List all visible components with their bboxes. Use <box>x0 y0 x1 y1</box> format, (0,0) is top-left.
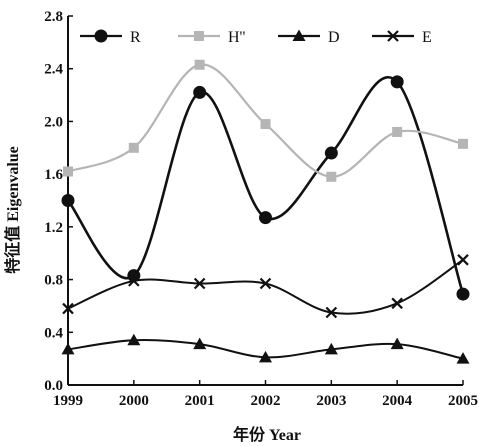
x-tick-label: 2003 <box>316 393 346 409</box>
legend-label: E <box>422 29 432 46</box>
y-axis-ticks: 0.0 0.4 0.8 1.2 1.6 2.0 2.4 2.8 <box>44 9 73 394</box>
data-point-4 <box>128 275 140 287</box>
data-point-2 <box>63 166 73 177</box>
data-point-4 <box>193 277 206 290</box>
x-tick-label: 2005 <box>448 393 478 409</box>
y-axis-label: 特征值 Eigenvalue <box>3 146 22 274</box>
data-point-4 <box>259 277 272 290</box>
legend-marker <box>94 29 108 43</box>
data-point-2 <box>128 142 139 153</box>
y-tick-label: 2.0 <box>44 114 63 130</box>
y-tick-label: 1.2 <box>44 220 63 236</box>
data-point-1 <box>456 287 470 301</box>
legend-label: R <box>130 29 141 46</box>
legend-marker <box>292 29 306 41</box>
data-point-2 <box>194 59 205 70</box>
data-point-1 <box>390 75 404 89</box>
y-tick-label: 0.8 <box>44 273 63 289</box>
data-point-2 <box>260 119 271 130</box>
y-tick-label: 0.0 <box>44 378 63 394</box>
x-tick-label: 2000 <box>119 393 149 409</box>
data-point-2 <box>458 138 468 149</box>
data-point-3 <box>456 352 470 364</box>
legend: R H'' D E <box>80 29 432 46</box>
data-point-4 <box>391 297 403 310</box>
data-point-1 <box>61 194 75 207</box>
x-tick-label: 1999 <box>53 393 83 409</box>
data-point-4 <box>325 306 338 319</box>
x-axis-ticks: 1999 2000 2001 2002 2003 2004 2005 <box>53 380 478 409</box>
series-line-1 <box>66 76 465 295</box>
data-point-1 <box>259 211 272 225</box>
x-tick-label: 2004 <box>382 393 413 409</box>
y-tick-label: 0.4 <box>44 325 63 341</box>
legend-marker <box>387 30 399 42</box>
data-point-2 <box>392 126 403 137</box>
legend-label: D <box>328 29 340 46</box>
y-tick-label: 1.6 <box>44 167 63 183</box>
data-point-3 <box>61 342 75 355</box>
series-layer <box>61 59 470 364</box>
x-tick-label: 2001 <box>185 393 215 409</box>
x-axis-label: 年份 Year <box>233 425 301 444</box>
series-line-4 <box>67 258 464 315</box>
x-tick-label: 2002 <box>251 393 281 409</box>
legend-marker <box>194 31 204 41</box>
data-point-3 <box>324 342 338 355</box>
data-point-3 <box>259 350 272 363</box>
y-tick-label: 2.4 <box>44 62 63 78</box>
legend-label: H'' <box>228 29 245 46</box>
data-point-2 <box>326 171 337 182</box>
chart-axes <box>67 16 463 386</box>
data-point-3 <box>193 337 207 350</box>
data-point-4 <box>457 254 469 266</box>
data-point-1 <box>324 146 338 160</box>
y-tick-label: 2.8 <box>44 9 63 25</box>
data-point-3 <box>390 337 404 350</box>
data-point-4 <box>62 302 74 315</box>
data-point-1 <box>193 85 207 99</box>
data-point-3 <box>127 333 141 346</box>
